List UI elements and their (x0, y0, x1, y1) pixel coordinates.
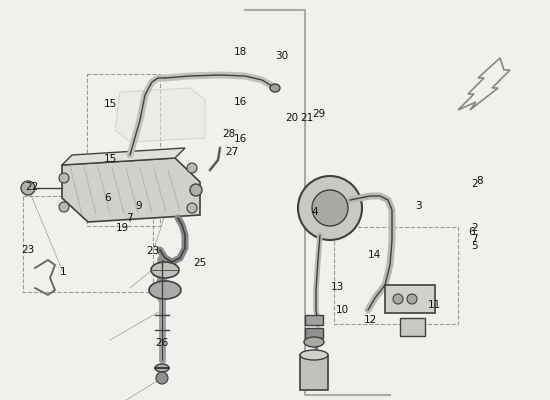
Circle shape (298, 176, 362, 240)
Polygon shape (115, 88, 205, 142)
Text: 4: 4 (311, 207, 318, 217)
Bar (300, 355, 328, 390)
Circle shape (312, 190, 348, 226)
Text: 29: 29 (312, 109, 326, 119)
Bar (334, 227, 458, 324)
Text: 11: 11 (428, 300, 441, 310)
Text: 15: 15 (103, 154, 117, 164)
Text: 8: 8 (476, 176, 483, 186)
Bar (23, 196, 153, 292)
Circle shape (156, 372, 168, 384)
Text: 22: 22 (25, 182, 39, 192)
Text: 19: 19 (116, 223, 129, 233)
Text: 3: 3 (415, 201, 421, 211)
Polygon shape (458, 58, 510, 110)
Text: 7: 7 (471, 234, 477, 244)
Text: 18: 18 (234, 47, 247, 57)
Text: 16: 16 (234, 97, 247, 107)
Text: 6: 6 (469, 227, 475, 237)
Circle shape (187, 163, 197, 173)
Bar (400, 318, 425, 336)
Text: 27: 27 (226, 147, 239, 157)
Text: 5: 5 (471, 241, 477, 251)
Bar (305, 315, 323, 325)
Text: 15: 15 (103, 99, 117, 109)
Text: 10: 10 (336, 305, 349, 315)
Bar (385, 285, 435, 313)
Text: 12: 12 (364, 315, 377, 325)
Text: 20: 20 (285, 113, 298, 123)
Text: 6: 6 (104, 193, 111, 203)
Ellipse shape (149, 281, 181, 299)
Text: 9: 9 (136, 202, 142, 211)
Circle shape (59, 202, 69, 212)
Text: 7: 7 (126, 213, 133, 223)
Text: 2: 2 (471, 179, 477, 189)
Text: 28: 28 (222, 129, 235, 139)
Bar (305, 328, 323, 338)
Text: 25: 25 (193, 258, 206, 268)
Text: 23: 23 (21, 245, 34, 255)
Ellipse shape (304, 337, 324, 347)
Text: 30: 30 (275, 51, 288, 61)
Text: 14: 14 (367, 250, 381, 260)
Text: 13: 13 (331, 282, 344, 292)
Polygon shape (62, 148, 185, 165)
Bar (87, 74, 160, 226)
Ellipse shape (151, 262, 179, 278)
Text: 26: 26 (156, 338, 169, 348)
Circle shape (21, 181, 35, 195)
Text: 21: 21 (300, 113, 313, 123)
Circle shape (407, 294, 417, 304)
Text: 1: 1 (60, 267, 67, 277)
Circle shape (190, 184, 202, 196)
Ellipse shape (155, 364, 169, 372)
Text: 2: 2 (471, 223, 477, 233)
Ellipse shape (270, 84, 280, 92)
Ellipse shape (300, 350, 328, 360)
Circle shape (393, 294, 403, 304)
Text: 16: 16 (234, 134, 247, 144)
Polygon shape (62, 158, 200, 222)
Circle shape (187, 203, 197, 213)
Text: 23: 23 (146, 246, 160, 256)
Circle shape (59, 173, 69, 183)
